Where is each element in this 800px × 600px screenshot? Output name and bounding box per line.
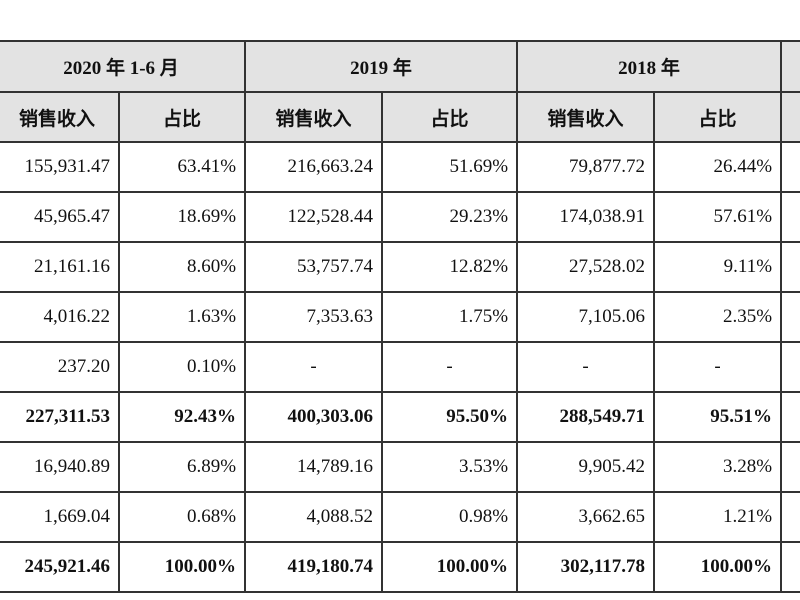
- table-row: 45,965.47 18.69% 122,528.44 29.23% 174,038.9…: [0, 191, 800, 243]
- share-header: 占比: [381, 91, 519, 143]
- share-cell: 57.61%: [653, 191, 783, 243]
- table-row: 245,921.46 100.00% 419,180.74 100.00% 302,11…: [0, 541, 800, 593]
- revenue-cell: 174,038.91: [516, 191, 656, 243]
- revenue-cell: 122,528.44: [244, 191, 384, 243]
- revenue-table: 2020 年 1-6 月 2019 年 2018 年 销售收入 占比 销售收入 …: [0, 40, 800, 593]
- revenue-cell: 7,105.06: [516, 291, 656, 343]
- share-cell: 29.23%: [381, 191, 519, 243]
- revenue-cell: 14,789.16: [244, 441, 384, 493]
- share-cell: 1.63%: [117, 291, 247, 343]
- cut-off-column: [780, 341, 800, 393]
- period-header-row: 2020 年 1-6 月 2019 年 2018 年: [0, 40, 800, 93]
- revenue-cell: 79,877.72: [516, 141, 656, 193]
- revenue-cell: 7,353.63: [244, 291, 384, 343]
- share-cell: 100.00%: [117, 541, 247, 593]
- period-2019: 2019 年: [244, 40, 519, 93]
- share-cell: 1.21%: [653, 491, 783, 543]
- share-cell: 51.69%: [381, 141, 519, 193]
- table-row: 237.20 0.10% - - - -: [0, 341, 800, 393]
- revenue-cell: 216,663.24: [244, 141, 384, 193]
- revenue-cell: 419,180.74: [244, 541, 384, 593]
- cut-off-column: [780, 541, 800, 593]
- revenue-cell: 245,921.46: [0, 541, 120, 593]
- share-cell: 3.53%: [381, 441, 519, 493]
- cut-off-column: [780, 141, 800, 193]
- share-cell: 12.82%: [381, 241, 519, 293]
- share-cell: 8.60%: [117, 241, 247, 293]
- cut-off-column: [780, 191, 800, 243]
- share-cell: 63.41%: [117, 141, 247, 193]
- revenue-cell: 9,905.42: [516, 441, 656, 493]
- share-cell: 100.00%: [381, 541, 519, 593]
- revenue-cell: 45,965.47: [0, 191, 120, 243]
- share-cell: 3.28%: [653, 441, 783, 493]
- revenue-cell: 27,528.02: [516, 241, 656, 293]
- cut-off-column: [780, 40, 800, 93]
- revenue-cell: 302,117.78: [516, 541, 656, 593]
- sales-revenue-header: 销售收入: [0, 91, 120, 143]
- share-cell: 0.10%: [117, 341, 247, 393]
- period-2020h1: 2020 年 1-6 月: [0, 40, 247, 93]
- revenue-cell: 4,016.22: [0, 291, 120, 343]
- table-row: 1,669.04 0.68% 4,088.52 0.98% 3,662.65 1.21%: [0, 491, 800, 543]
- share-cell: 0.98%: [381, 491, 519, 543]
- revenue-cell: 288,549.71: [516, 391, 656, 443]
- table-row: 155,931.47 63.41% 216,663.24 51.69% 79,877.7…: [0, 141, 800, 193]
- cut-off-column: [780, 491, 800, 543]
- revenue-cell: 1,669.04: [0, 491, 120, 543]
- cut-off-column: [780, 441, 800, 493]
- revenue-cell: 53,757.74: [244, 241, 384, 293]
- subheader-row: 销售收入 占比 销售收入 占比 销售收入 占比: [0, 91, 800, 143]
- share-cell: 18.69%: [117, 191, 247, 243]
- table-body: 155,931.47 63.41% 216,663.24 51.69% 79,877.7…: [0, 141, 800, 593]
- revenue-cell: 21,161.16: [0, 241, 120, 293]
- share-header: 占比: [653, 91, 783, 143]
- sales-revenue-header: 销售收入: [516, 91, 656, 143]
- table-row: 16,940.89 6.89% 14,789.16 3.53% 9,905.42 3.28…: [0, 441, 800, 493]
- cut-off-column: [780, 91, 800, 143]
- share-cell: 92.43%: [117, 391, 247, 443]
- share-cell: 26.44%: [653, 141, 783, 193]
- share-cell: 100.00%: [653, 541, 783, 593]
- cut-off-column: [780, 241, 800, 293]
- revenue-cell: 227,311.53: [0, 391, 120, 443]
- period-2018: 2018 年: [516, 40, 783, 93]
- revenue-cell: 155,931.47: [0, 141, 120, 193]
- share-cell: 2.35%: [653, 291, 783, 343]
- table-row: 21,161.16 8.60% 53,757.74 12.82% 27,528.02 9.…: [0, 241, 800, 293]
- share-cell: 1.75%: [381, 291, 519, 343]
- revenue-cell: 16,940.89: [0, 441, 120, 493]
- revenue-cell: -: [516, 341, 656, 393]
- table-row: 227,311.53 92.43% 400,303.06 95.50% 288,549.…: [0, 391, 800, 443]
- share-cell: 6.89%: [117, 441, 247, 493]
- revenue-cell: 237.20: [0, 341, 120, 393]
- revenue-cell: 3,662.65: [516, 491, 656, 543]
- share-cell: -: [381, 341, 519, 393]
- share-cell: 95.51%: [653, 391, 783, 443]
- revenue-cell: 400,303.06: [244, 391, 384, 443]
- revenue-cell: -: [244, 341, 384, 393]
- cut-off-column: [780, 391, 800, 443]
- share-cell: 0.68%: [117, 491, 247, 543]
- share-cell: -: [653, 341, 783, 393]
- sales-revenue-header: 销售收入: [244, 91, 384, 143]
- revenue-table-container: 2020 年 1-6 月 2019 年 2018 年 销售收入 占比 销售收入 …: [0, 40, 800, 593]
- share-cell: 95.50%: [381, 391, 519, 443]
- cut-off-column: [780, 291, 800, 343]
- share-header: 占比: [117, 91, 247, 143]
- share-cell: 9.11%: [653, 241, 783, 293]
- table-row: 4,016.22 1.63% 7,353.63 1.75% 7,105.06 2.35%: [0, 291, 800, 343]
- revenue-cell: 4,088.52: [244, 491, 384, 543]
